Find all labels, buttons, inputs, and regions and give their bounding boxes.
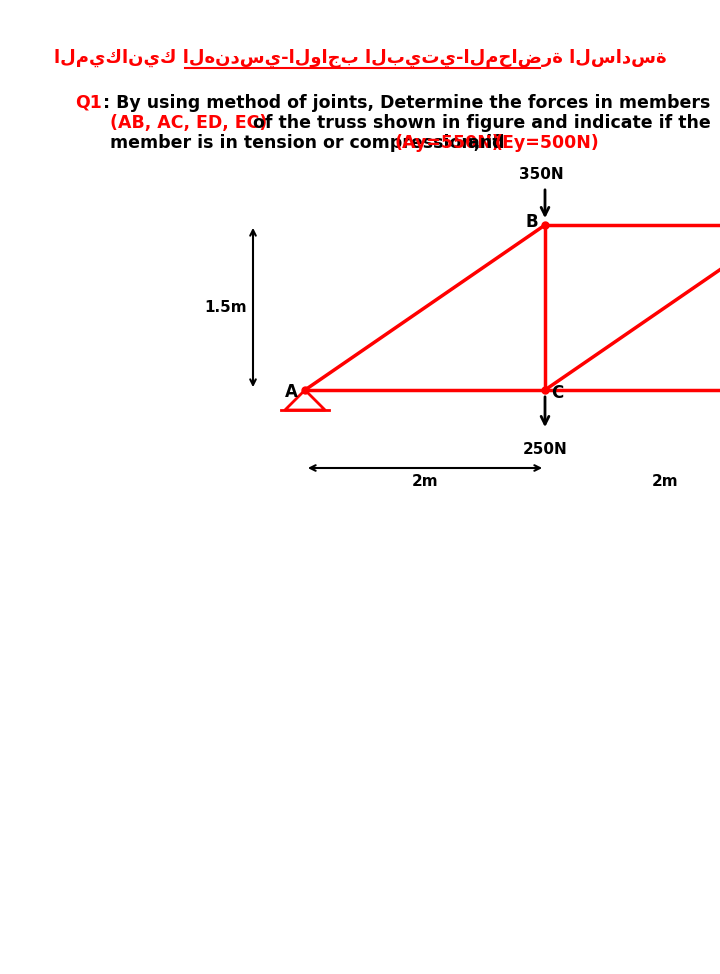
Text: 2m: 2m bbox=[652, 474, 678, 490]
Text: (AB, AC, ED, EC): (AB, AC, ED, EC) bbox=[110, 114, 267, 132]
Text: 2m: 2m bbox=[412, 474, 438, 490]
Text: (Ey=500N): (Ey=500N) bbox=[495, 134, 600, 152]
Text: B: B bbox=[526, 213, 539, 231]
Text: 250N: 250N bbox=[523, 442, 567, 457]
Text: (Ay=550N): (Ay=550N) bbox=[394, 134, 500, 152]
Text: member is in tension or compression, if: member is in tension or compression, if bbox=[110, 134, 506, 152]
Text: and: and bbox=[462, 134, 510, 152]
Text: 350N: 350N bbox=[518, 167, 563, 182]
Text: 1.5m: 1.5m bbox=[204, 300, 247, 315]
Text: of the truss shown in figure and indicate if the: of the truss shown in figure and indicat… bbox=[247, 114, 711, 132]
Text: C: C bbox=[551, 384, 563, 402]
Text: : By using method of joints, Determine the forces in members: : By using method of joints, Determine t… bbox=[103, 94, 711, 112]
Text: A: A bbox=[284, 383, 297, 401]
Text: Q1: Q1 bbox=[75, 94, 102, 112]
Text: الميكانيك الهندسي-الواجب البيتي-المحاضرة السادسة: الميكانيك الهندسي-الواجب البيتي-المحاضرة… bbox=[54, 49, 666, 67]
